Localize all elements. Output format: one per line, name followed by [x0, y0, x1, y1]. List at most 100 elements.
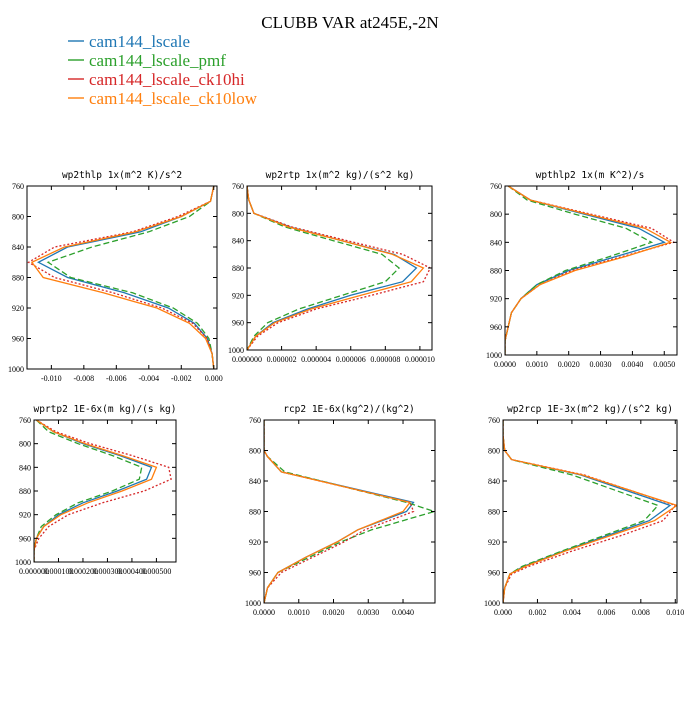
legend-label-3: cam144_lscale_ck10low	[89, 89, 258, 108]
panel-5: wp2rcp 1E-3x(m^2 kg)/(s^2 kg) 760 800 840 88…	[484, 404, 684, 617]
panel-5-series-3	[503, 420, 677, 603]
panel-0-xtick-1: -0.008	[74, 374, 95, 383]
panel-4-ytick-0: 760	[249, 416, 261, 425]
panel-3-xtick-4: 0.000400	[117, 567, 147, 576]
panel-5-xtick-4: 0.008	[632, 608, 650, 617]
panel-3-ytick-1: 800	[19, 440, 31, 449]
panel-3-xtick-3: 0.000300	[92, 567, 122, 576]
panel-title-1: wp2rtp 1x(m^2 kg)/(s^2 kg)	[266, 170, 415, 181]
panel-3-series-2	[34, 420, 172, 562]
panel-2: wpthlp2 1x(m K^2)/s 760 800 840 880 920 960 100…	[486, 170, 678, 369]
panel-2-ytick-4: 920	[490, 295, 502, 304]
panel-2-series-0	[505, 186, 666, 355]
panel-4-series-0	[264, 420, 415, 603]
panel-3-ytick-6: 1000	[15, 558, 31, 567]
panel-4-series-2	[264, 420, 415, 603]
panel-2-xtick-2: 0.0020	[558, 360, 580, 369]
panel-1-ytick-2: 840	[232, 237, 244, 246]
panel-0-ytick-0: 760	[12, 182, 24, 191]
panel-title-2: wpthlp2 1x(m K^2)/s	[536, 170, 645, 181]
panel-4-ytick-2: 840	[249, 477, 261, 486]
panel-5-ytick-4: 920	[488, 538, 500, 547]
panel-5-ytick-6: 1000	[484, 599, 500, 608]
panel-3-ytick-0: 760	[19, 416, 31, 425]
panel-1-ytick-3: 880	[232, 264, 244, 273]
panel-5-series-1	[503, 420, 660, 603]
panel-5-ytick-1: 800	[488, 447, 500, 456]
panel-3-xtick-2: 0.000200	[68, 567, 98, 576]
figure-title: CLUBB VAR at245E,-2N	[261, 13, 438, 32]
panel-2-ytick-6: 1000	[486, 351, 502, 360]
panel-2-ytick-5: 960	[490, 323, 502, 332]
panel-1-ytick-6: 1000	[228, 346, 244, 355]
panel-2-xtick-1: 0.0010	[526, 360, 548, 369]
panel-1-xtick-2: 0.000004	[301, 355, 331, 364]
panel-2-ytick-2: 840	[490, 238, 502, 247]
panel-4-ytick-6: 1000	[245, 599, 261, 608]
panel-2-series-1	[505, 186, 654, 355]
panel-title-4: rcp2 1E-6x(kg^2)/(kg^2)	[283, 404, 415, 415]
legend-label-2: cam144_lscale_ck10hi	[89, 70, 245, 89]
panel-4-ytick-1: 800	[249, 447, 261, 456]
panel-2-series-3	[505, 186, 673, 355]
panel-5-ytick-5: 960	[488, 569, 500, 578]
panel-0-series-1	[46, 186, 215, 369]
panel-4: rcp2 1E-6x(kg^2)/(kg^2) 760 800 840 880 920 96…	[245, 404, 436, 617]
panel-1-ytick-4: 920	[232, 291, 244, 300]
panel-0-xtick-5: 0.000	[205, 374, 223, 383]
panel-5-series-0	[503, 420, 672, 603]
panel-5-ytick-0: 760	[488, 416, 500, 425]
panel-title-5: wp2rcp 1E-3x(m^2 kg)/(s^2 kg)	[507, 404, 673, 415]
panel-0-xtick-2: -0.006	[106, 374, 127, 383]
panel-frame-4	[263, 419, 436, 604]
panel-1-series-3	[247, 186, 425, 350]
panel-2-xtick-3: 0.0030	[590, 360, 612, 369]
panel-1-xtick-5: 0.000010	[405, 355, 435, 364]
panel-4-xtick-1: 0.0010	[288, 608, 310, 617]
panel-0-ytick-4: 920	[12, 304, 24, 313]
series-group-2	[505, 186, 676, 355]
panel-1-ytick-0: 760	[232, 182, 244, 191]
series-group-1	[247, 186, 432, 350]
panel-3-series-3	[34, 420, 158, 562]
panel-5-xtick-1: 0.002	[528, 608, 546, 617]
panel-3-ytick-2: 840	[19, 463, 31, 472]
panel-5-ytick-3: 880	[488, 508, 500, 517]
panel-3-ytick-4: 920	[19, 511, 31, 520]
series-group-4	[264, 420, 435, 603]
panel-3-ytick-3: 880	[19, 487, 31, 496]
panel-0-ytick-6: 1000	[8, 365, 24, 374]
panel-3: wprtp2 1E-6x(m kg)/(s kg)760 800 840 880 920…	[15, 404, 177, 576]
panel-4-ytick-4: 920	[249, 538, 261, 547]
panel-5-xtick-0: 0.000	[494, 608, 512, 617]
panel-3-xtick-5: 0.000500	[141, 567, 171, 576]
panel-2-ytick-3: 880	[490, 267, 502, 276]
panel-5-xtick-3: 0.006	[597, 608, 615, 617]
panel-0-ytick-3: 880	[12, 274, 24, 283]
panel-2-ytick-0: 760	[490, 182, 502, 191]
panel-1-xtick-4: 0.000008	[370, 355, 400, 364]
panels: wp2thlp 1x(m^2 K)/s^2 760 800 840 880 920 960 1…	[8, 170, 684, 617]
legend-label-1: cam144_lscale_pmf	[89, 51, 226, 70]
panel-3-series-1	[34, 420, 143, 562]
panel-5-xtick-5: 0.010	[666, 608, 684, 617]
panel-0-xtick-3: -0.004	[138, 374, 159, 383]
panel-4-series-1	[264, 420, 435, 603]
panel-3-xtick-0: 0.000000	[19, 567, 49, 576]
panel-frame-2	[504, 185, 678, 356]
panel-4-ytick-3: 880	[249, 508, 261, 517]
panel-title-0: wp2thlp 1x(m^2 K)/s^2	[62, 170, 182, 181]
panel-0-ytick-5: 960	[12, 335, 24, 344]
panel-0-series-3	[30, 186, 215, 369]
panel-4-series-3	[264, 420, 412, 603]
series-group-3	[34, 420, 172, 562]
panel-1-xtick-0: 0.000000	[232, 355, 262, 364]
panel-4-xtick-3: 0.0030	[357, 608, 379, 617]
panel-4-xtick-2: 0.0020	[323, 608, 345, 617]
panel-2-series-2	[505, 186, 676, 355]
panel-0-xtick-4: -0.002	[171, 374, 192, 383]
panel-0-ytick-1: 800	[12, 213, 24, 222]
series-group-0	[27, 186, 215, 369]
panel-frame-5	[502, 419, 678, 604]
